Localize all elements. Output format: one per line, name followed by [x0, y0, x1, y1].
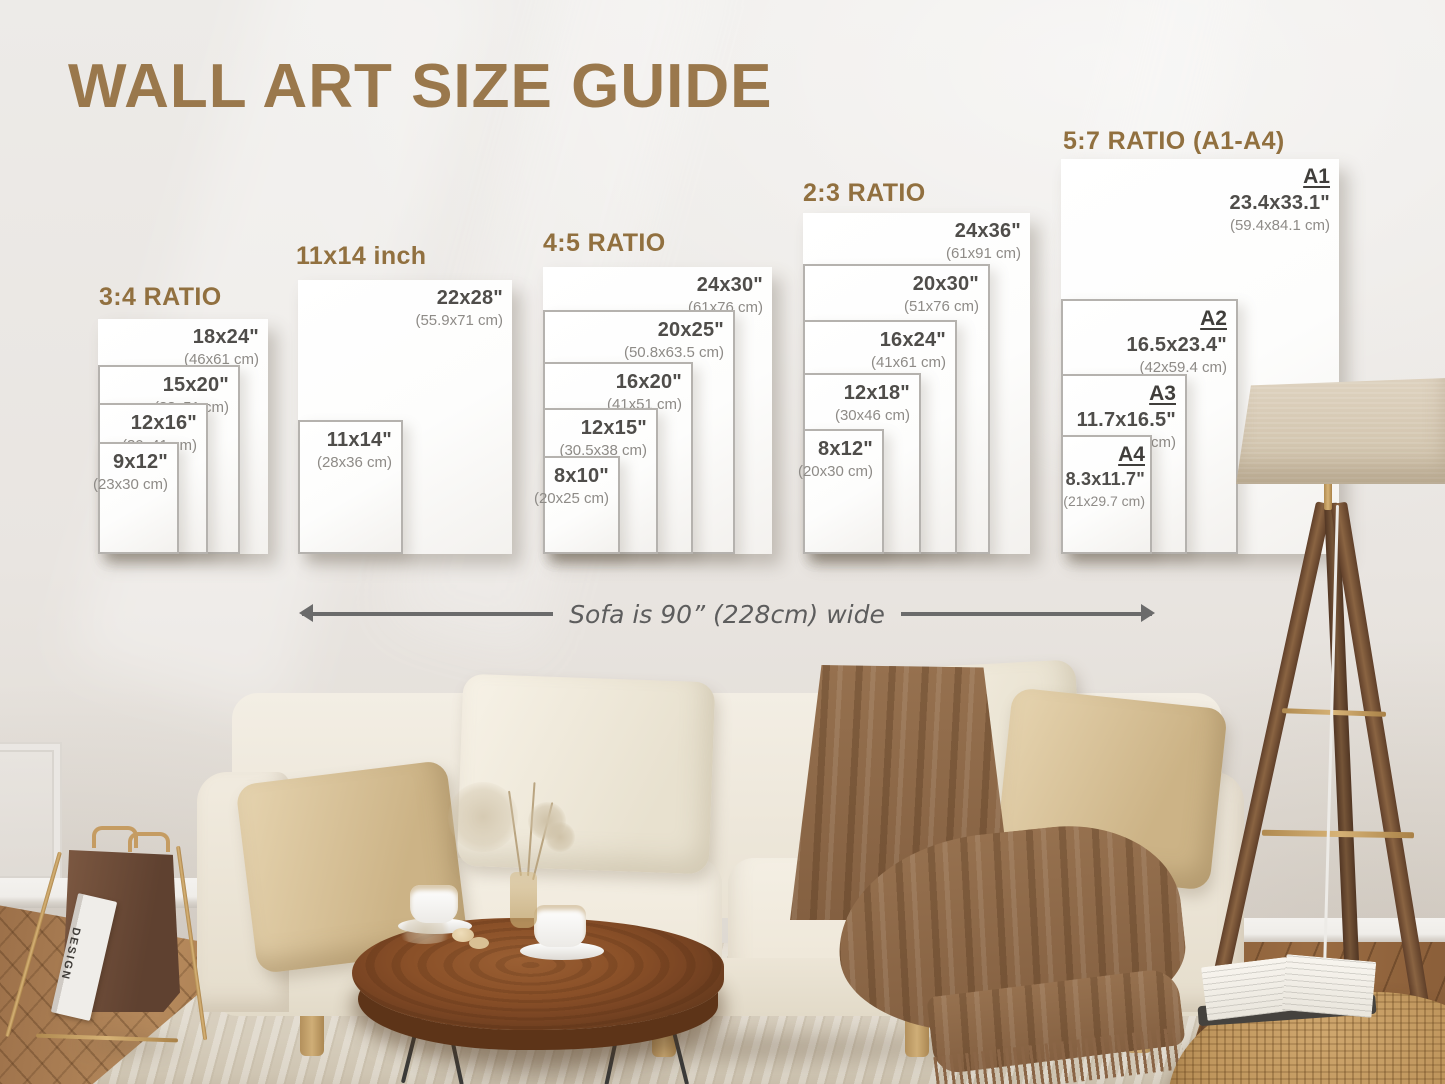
sofa-leg — [300, 1010, 324, 1056]
babys-breath-cluster — [448, 782, 518, 852]
size-cm: (23x30 cm) — [92, 476, 168, 493]
sofa-width-measure: Sofa is 90” (228cm) wide — [298, 598, 1156, 630]
size-cm: (51x76 cm) — [903, 298, 979, 315]
size-cm: (42x59.4 cm) — [1139, 359, 1227, 377]
size-cm: (61x91 cm) — [945, 245, 1021, 262]
page-title: WALL ART SIZE GUIDE — [68, 52, 773, 121]
size-label: 18x24" — [192, 326, 259, 348]
open-book-page-left — [1201, 956, 1293, 1022]
size-label: 15x20" — [162, 374, 229, 396]
saucer — [520, 942, 604, 960]
size-label: 16x24" — [879, 329, 946, 351]
open-book-page-right — [1281, 954, 1377, 1018]
size-label: 16x20" — [615, 371, 682, 393]
paper-name: A2 — [1200, 307, 1227, 330]
size-label: 12x15" — [580, 417, 647, 439]
coffee-cup — [534, 905, 586, 947]
lamp-stem — [1324, 482, 1332, 510]
group-label-5-7: 5:7 RATIO (A1-A4) — [1063, 127, 1285, 155]
size-label: 12x18" — [843, 382, 910, 404]
poster-8x10: 8x10" (20x25 cm) — [534, 456, 620, 554]
group-label-3-4: 3:4 RATIO — [99, 283, 222, 311]
poster-a4: A4 8.3x11.7" (21x29.7 cm) — [1061, 435, 1152, 554]
size-label: 8x12" — [818, 438, 873, 460]
measure-arrow-left — [298, 605, 554, 621]
size-label: 8.3x11.7" — [1065, 469, 1145, 490]
size-label: 23.4x33.1" — [1229, 192, 1330, 215]
size-cm: (55.9x71 cm) — [415, 312, 503, 329]
group-label-2-3: 2:3 RATIO — [803, 179, 926, 207]
size-label: 12x16" — [130, 412, 197, 434]
paper-name: A3 — [1149, 382, 1176, 405]
measure-label: Sofa is 90” (228cm) wide — [569, 599, 885, 629]
rack-handle — [128, 832, 170, 852]
size-cm: (30.5x38 cm) — [559, 442, 647, 459]
macaron — [452, 928, 474, 942]
size-label: 8x10" — [554, 465, 609, 487]
dried-flower-head — [545, 822, 575, 852]
size-label: 16.5x23.4" — [1126, 334, 1227, 357]
group-label-4-5: 4:5 RATIO — [543, 229, 666, 257]
lamp-shade — [1236, 378, 1445, 484]
wainscot-panel — [0, 742, 62, 886]
size-cm: (59.4x84.1 cm) — [1229, 217, 1330, 235]
size-cm: (41x61 cm) — [870, 354, 946, 371]
size-cm: (50.8x63.5 cm) — [623, 344, 724, 361]
poster-11x14: 11x14" (28x36 cm) — [298, 420, 403, 554]
size-label: 20x25" — [657, 319, 724, 341]
measure-arrow-right — [900, 605, 1156, 621]
size-label: 11x14" — [326, 429, 392, 451]
size-cm: (30x46 cm) — [834, 407, 910, 424]
poster-8x12: 8x12" (20x30 cm) — [798, 429, 884, 554]
size-cm: (46x61 cm) — [183, 351, 259, 368]
size-label: 20x30" — [912, 273, 979, 295]
size-label: 24x30" — [696, 274, 763, 296]
size-label: 11.7x16.5" — [1076, 409, 1176, 432]
vase — [510, 872, 537, 928]
size-label: 9x12" — [113, 451, 168, 473]
paper-name: A4 — [1118, 443, 1145, 466]
size-cm: (20x30 cm) — [797, 463, 873, 480]
coffee-cup — [410, 885, 458, 923]
size-cm: (28x36 cm) — [316, 454, 392, 471]
group-label-11x14: 11x14 inch — [296, 242, 427, 270]
size-cm: (20x25 cm) — [533, 490, 609, 507]
poster-9x12: 9x12" (23x30 cm) — [93, 442, 179, 554]
paper-name: A1 — [1303, 165, 1330, 188]
size-cm: (21x29.7 cm) — [1063, 492, 1145, 509]
size-label: 22x28" — [436, 287, 503, 309]
size-label: 24x36" — [954, 220, 1021, 242]
